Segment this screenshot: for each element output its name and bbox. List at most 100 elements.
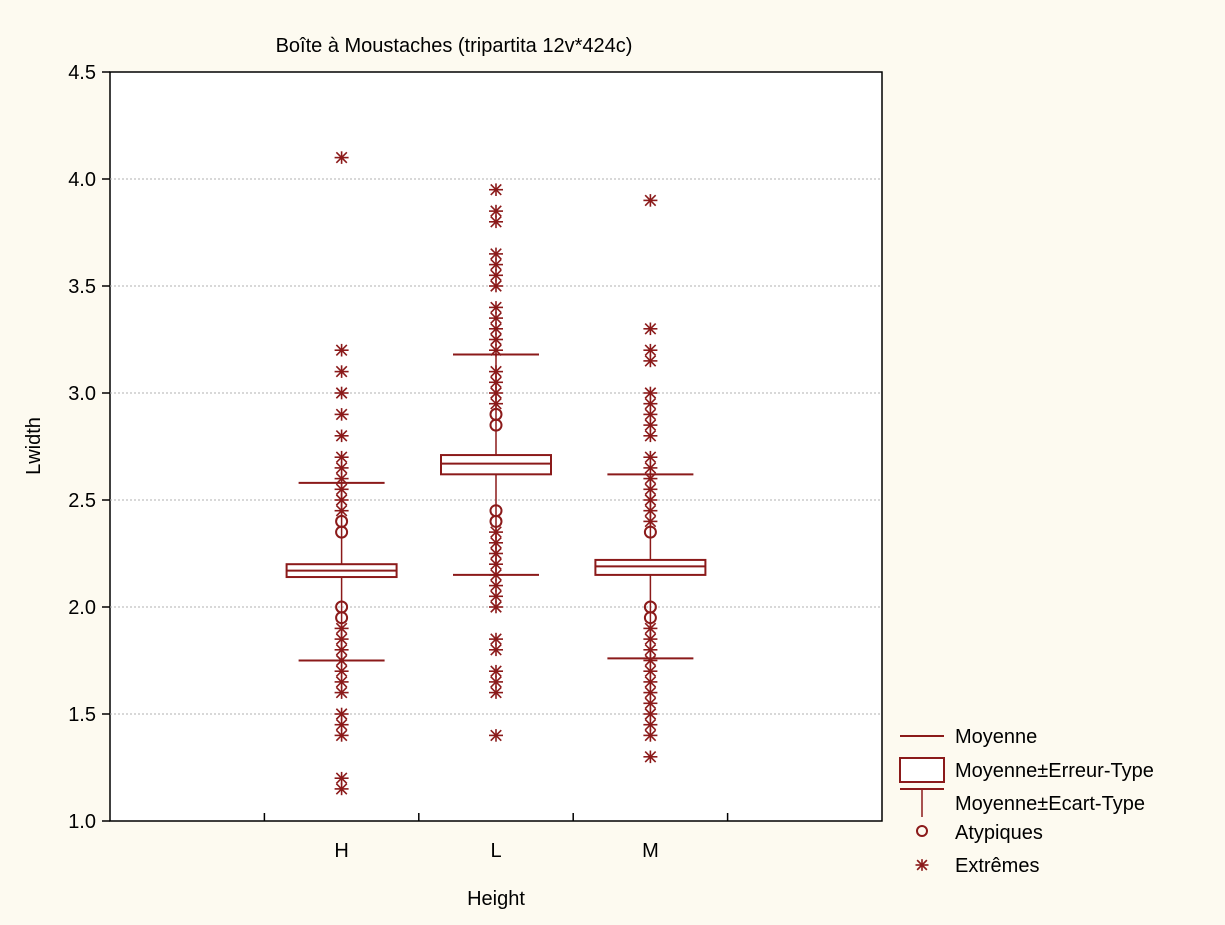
axes: 1.0 1.5 2.0 2.5 3.0 3.5 4.0 4.5 H L M [68,62,729,862]
extreme-point [489,386,503,400]
y-tick-label: 3.0 [68,383,96,405]
extreme-point [489,247,503,261]
outlier-point [643,600,657,614]
x-axis-label: Height [467,888,525,910]
x-tick-label: L [490,840,501,862]
extreme-point [489,590,503,603]
extreme-point [643,343,658,357]
extreme-point [489,729,503,742]
extreme-point [334,493,349,507]
extreme-point [489,547,503,560]
extreme-point [334,643,349,657]
extreme-point [643,664,658,678]
extreme-point [489,215,503,229]
extreme-point [334,472,349,485]
extreme-point [643,461,658,475]
extreme-point [334,483,349,496]
extreme-point [643,654,658,667]
extreme-point [489,557,503,571]
series-H [285,151,398,796]
extreme-point [334,429,349,443]
legend-se-swatch [899,757,945,783]
extreme-point [489,269,503,282]
extreme-point [643,622,658,635]
legend-item-extremes: Extrêmes [915,855,1039,877]
y-tick-label: 2.0 [68,597,96,619]
legend-item-outliers: Atypiques [916,822,1043,844]
outlier-point [489,504,503,518]
extreme-point [334,365,349,378]
extreme-point [643,194,658,207]
extreme-point [489,525,503,539]
legend-item-se: Moyenne±Erreur-Type [899,757,1154,783]
legend-label-sd: Moyenne±Ecart-Type [955,793,1145,815]
y-tick-label: 1.0 [68,811,96,833]
y-tick-label: 4.0 [68,169,96,191]
extreme-point [489,333,503,346]
extreme-point [334,686,349,699]
extreme-point [643,707,658,721]
extreme-point [334,450,349,464]
extreme-point [489,279,503,293]
extreme-point [643,729,658,742]
extreme-point [334,729,349,742]
extreme-point [643,643,658,657]
extreme-point [643,429,658,443]
legend-item-sd: Moyenne±Ecart-Type [900,788,1145,817]
extreme-point [489,686,503,699]
extreme-point [643,750,658,764]
extreme-point [643,675,658,689]
extreme-point [334,343,349,357]
extreme-point [489,600,503,614]
extreme-point [334,654,349,667]
legend-label-mean: Moyenne [955,726,1037,748]
extreme-point [334,151,349,164]
extreme-point [489,322,503,336]
x-tick-label: M [642,840,659,862]
extreme-point [489,343,503,357]
extreme-point [643,397,658,410]
extreme-point [334,504,349,517]
extreme-point [334,408,349,421]
data-series [285,151,707,796]
extreme-point [643,483,658,496]
extreme-point [643,354,658,368]
extreme-point [489,376,503,389]
legend-label-extremes: Extrêmes [955,855,1039,877]
extreme-point [643,493,658,507]
y-tick-label: 4.5 [68,62,96,84]
extreme-point [489,311,503,325]
extreme-point [489,632,503,646]
extreme-point [643,386,658,400]
y-tick-label: 3.5 [68,276,96,298]
y-tick-label: 2.5 [68,490,96,512]
extreme-point [334,386,349,400]
extreme-point [334,782,349,796]
extreme-point [334,707,349,721]
extreme-point [489,258,503,271]
series-M [594,194,707,764]
extreme-point [643,632,658,646]
extreme-point [334,675,349,689]
extreme-point [489,301,503,314]
legend-outlier-swatch [916,825,928,837]
extreme-point [489,365,503,378]
se-box [594,558,707,576]
outlier-point [335,600,349,614]
extreme-point [489,664,503,678]
extreme-point [643,408,658,421]
extreme-point [334,771,349,785]
legend-label-se: Moyenne±Erreur-Type [955,760,1154,782]
series-L [440,183,552,742]
extreme-point [489,183,503,196]
legend-label-outliers: Atypiques [955,822,1043,844]
extreme-point [643,472,658,485]
extreme-point [643,718,658,731]
extreme-point [489,397,503,410]
legend-item-mean: Moyenne [900,726,1037,748]
extreme-point [489,204,503,218]
y-tick-label: 1.5 [68,704,96,726]
se-box [440,454,552,476]
